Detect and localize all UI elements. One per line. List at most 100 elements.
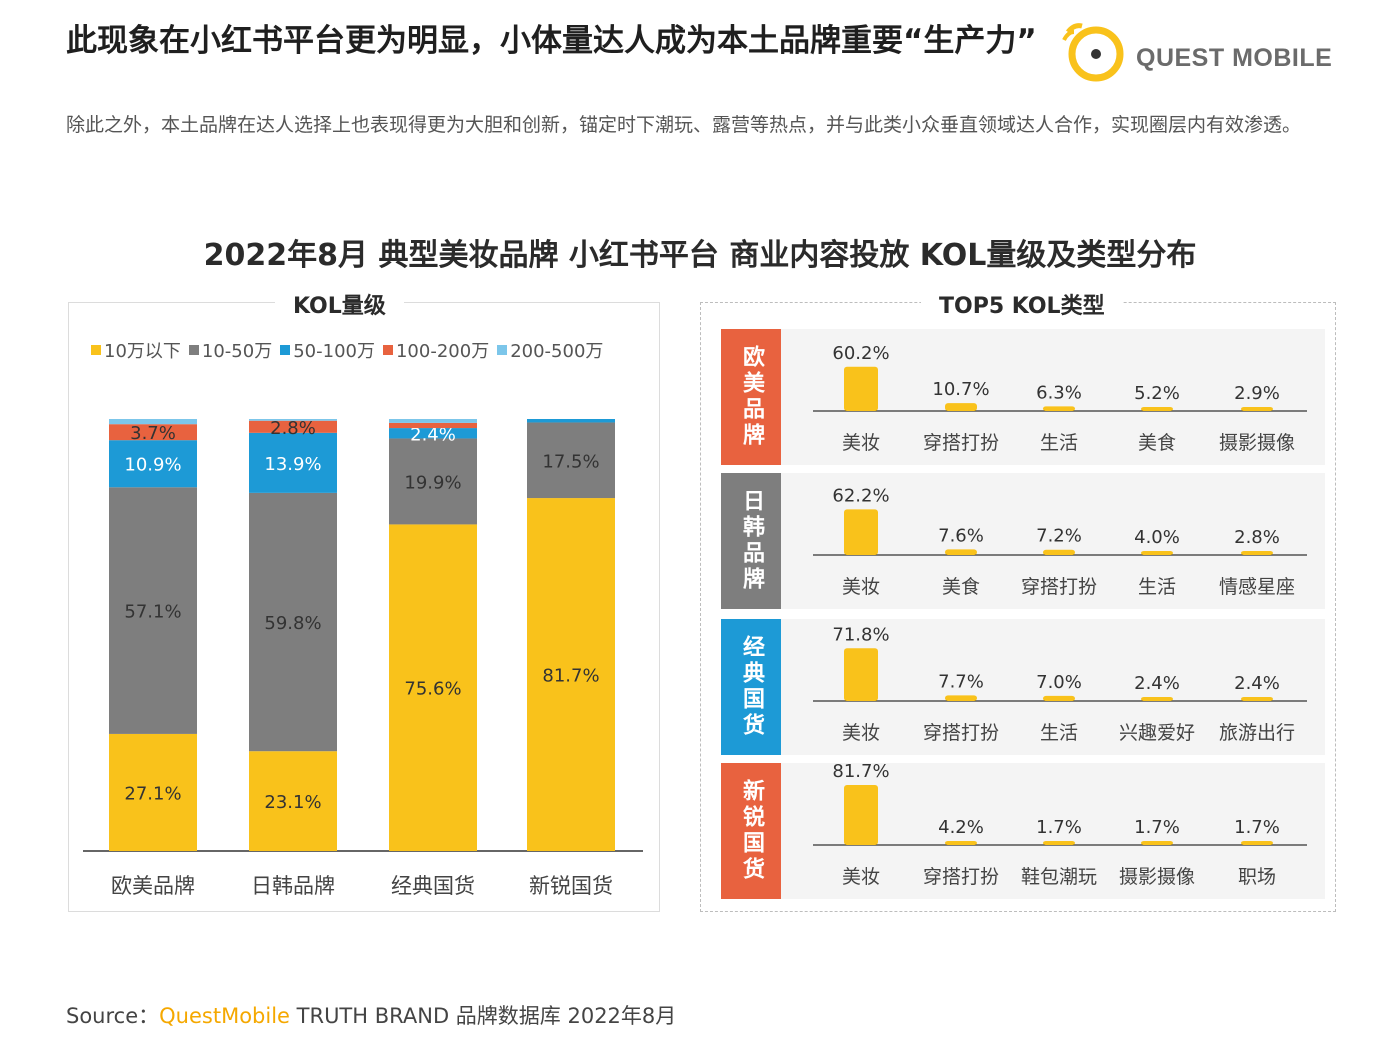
legend-label: 50-100万 bbox=[293, 341, 375, 362]
data-label: 27.1% bbox=[124, 783, 181, 804]
stacked-bar-segment bbox=[109, 440, 197, 488]
type-value-label: 1.7% bbox=[1134, 817, 1180, 838]
chart-title: 2022年8月 典型美妆品牌 小红书平台 商业内容投放 KOL量级及类型分布 bbox=[203, 238, 1197, 273]
type-value-label: 1.7% bbox=[1234, 817, 1280, 838]
legend-item: 50-100万 bbox=[280, 337, 375, 363]
row-brand-tag: 日韩品牌 bbox=[721, 473, 781, 609]
type-bar bbox=[1141, 841, 1173, 845]
top5-kol-type-panel-label: TOP5 KOL类型 bbox=[921, 288, 1123, 320]
type-bar bbox=[1241, 841, 1273, 845]
type-value-label: 81.7% bbox=[832, 763, 889, 782]
data-label: 75.6% bbox=[404, 679, 461, 700]
kol-type-row: 日韩品牌 62.2% 美妆 7.6% 美食 7.2% 穿搭打扮 4.0% 生活 2.8% 情感星座 bbox=[721, 473, 1325, 609]
stacked-bar-segment bbox=[527, 419, 615, 423]
type-value-label: 7.7% bbox=[938, 671, 984, 692]
legend-item: 10-50万 bbox=[188, 337, 272, 363]
row-brand-label: 新锐国货 bbox=[739, 779, 764, 883]
data-label: 57.1% bbox=[124, 602, 181, 623]
data-label: 17.5% bbox=[542, 451, 599, 472]
type-category-label: 职场 bbox=[1238, 866, 1276, 888]
data-label: 59.8% bbox=[264, 613, 321, 634]
type-value-label: 71.8% bbox=[832, 624, 889, 645]
stacked-bar-segment bbox=[249, 419, 337, 421]
type-category-label: 摄影摄像 bbox=[1119, 866, 1195, 888]
type-value-label: 4.2% bbox=[938, 817, 984, 838]
type-value-label: 5.2% bbox=[1134, 383, 1180, 404]
type-value-label: 62.2% bbox=[832, 485, 889, 506]
kol-type-row: 新锐国货 81.7% 美妆 4.2% 穿搭打扮 1.7% 鞋包潮玩 1.7% 摄影摄像 1.7% 职… bbox=[721, 763, 1325, 899]
kol-type-row: 欧美品牌 60.2% 美妆 10.7% 穿搭打扮 6.3% 生活 5.2% 美食 2.9% 摄影摄像 bbox=[721, 329, 1325, 465]
data-label: 10.9% bbox=[124, 455, 181, 476]
kol-type-row-chart: 71.8% 美妆 7.7% 穿搭打扮 7.0% 生活 2.4% 兴趣爱好 2.4% 旅游出行 bbox=[813, 624, 1307, 744]
type-value-label: 2.4% bbox=[1134, 673, 1180, 694]
type-category-label: 美妆 bbox=[842, 576, 880, 598]
page-headline: 此现象在小红书平台更为明显，小体量达人成为本土品牌重要“生产力” bbox=[66, 23, 1037, 59]
legend-label: 10万以下 bbox=[104, 341, 181, 362]
data-label: 81.7% bbox=[542, 666, 599, 687]
row-brand-label: 欧美品牌 bbox=[739, 345, 764, 449]
stacked-bar-segment bbox=[109, 733, 197, 851]
questmobile-logo: QUEST MOBILE bbox=[1060, 18, 1350, 84]
type-category-label: 摄影摄像 bbox=[1219, 432, 1295, 454]
legend-swatch bbox=[497, 345, 508, 355]
stacked-bar-segment bbox=[527, 498, 615, 851]
type-category-label: 美食 bbox=[942, 576, 980, 598]
stacked-bar-segment bbox=[249, 420, 337, 433]
row-brand-tag: 新锐国货 bbox=[721, 763, 781, 899]
legend-item: 200-500万 bbox=[497, 337, 603, 363]
type-category-label: 美妆 bbox=[842, 432, 880, 454]
category-label: 经典国货 bbox=[391, 874, 475, 898]
legend-swatch bbox=[188, 345, 199, 355]
type-bar bbox=[844, 648, 878, 701]
legend-label: 100-200万 bbox=[395, 341, 490, 362]
type-category-label: 鞋包潮玩 bbox=[1021, 866, 1097, 888]
source-prefix: Source： bbox=[66, 1004, 160, 1028]
type-category-label: 旅游出行 bbox=[1219, 722, 1295, 744]
type-category-label: 情感星座 bbox=[1219, 576, 1295, 598]
type-category-label: 美妆 bbox=[842, 866, 880, 888]
type-bar bbox=[844, 509, 878, 555]
kol-level-panel: KOL量级 10万以下 10-50万 50-100万 100-200万 200-500万… bbox=[68, 288, 660, 912]
type-bar bbox=[1241, 551, 1273, 555]
type-bar bbox=[844, 785, 878, 845]
data-label: 2.8% bbox=[270, 418, 316, 439]
type-category-label: 美妆 bbox=[842, 722, 880, 744]
row-brand-tag: 经典国货 bbox=[721, 619, 781, 755]
type-bar bbox=[1141, 407, 1173, 411]
type-category-label: 兴趣爱好 bbox=[1119, 722, 1195, 744]
category-label: 新锐国货 bbox=[529, 874, 613, 898]
stacked-bar-segment bbox=[389, 428, 477, 439]
type-bar bbox=[945, 841, 977, 845]
type-category-label: 穿搭打扮 bbox=[923, 432, 999, 454]
row-brand-label: 日韩品牌 bbox=[739, 489, 764, 593]
legend-swatch bbox=[280, 345, 291, 355]
type-category-label: 生活 bbox=[1138, 576, 1176, 598]
type-category-label: 穿搭打扮 bbox=[923, 722, 999, 744]
kol-level-panel-label: KOL量级 bbox=[275, 288, 404, 320]
type-category-label: 穿搭打扮 bbox=[923, 866, 999, 888]
source-note: Source：QuestMobile TRUTH BRAND 品牌数据库 202… bbox=[66, 1000, 676, 1030]
stacked-bar-segment bbox=[389, 422, 477, 429]
data-label: 2.4% bbox=[410, 424, 456, 445]
type-category-label: 美食 bbox=[1138, 432, 1176, 454]
legend-swatch bbox=[382, 345, 393, 355]
row-brand-label: 经典国货 bbox=[739, 635, 764, 739]
kol-level-legend: 10万以下 10-50万 50-100万 100-200万 200-500万 bbox=[91, 337, 603, 363]
type-bar bbox=[844, 366, 878, 411]
legend-item: 100-200万 bbox=[382, 337, 490, 363]
data-label: 13.9% bbox=[264, 454, 321, 475]
type-bar bbox=[1043, 406, 1075, 411]
type-value-label: 2.8% bbox=[1234, 527, 1280, 548]
stacked-bar-segment bbox=[249, 432, 337, 493]
stacked-bar-segment bbox=[389, 524, 477, 851]
type-value-label: 10.7% bbox=[932, 379, 989, 400]
source-brand: QuestMobile bbox=[159, 1004, 290, 1028]
type-value-label: 1.7% bbox=[1036, 817, 1082, 838]
legend-item: 10万以下 bbox=[91, 337, 181, 363]
type-bar bbox=[1141, 551, 1173, 555]
data-label: 19.9% bbox=[404, 472, 461, 493]
kol-type-row: 经典国货 71.8% 美妆 7.7% 穿搭打扮 7.0% 生活 2.4% 兴趣爱好 2.4% 旅游出… bbox=[721, 619, 1325, 755]
stacked-bar-segment bbox=[109, 419, 197, 425]
type-value-label: 6.3% bbox=[1036, 382, 1082, 403]
type-bar bbox=[945, 695, 977, 701]
